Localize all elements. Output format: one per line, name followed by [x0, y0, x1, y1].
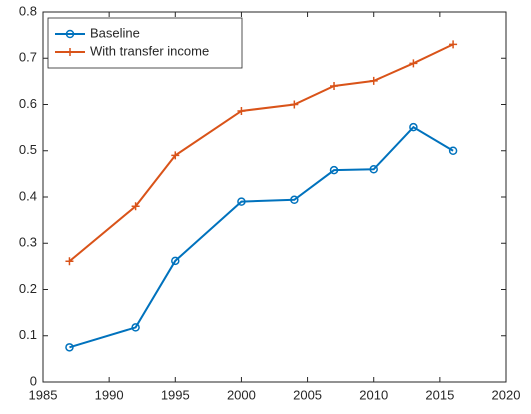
point: [237, 197, 246, 206]
point: [330, 82, 339, 90]
x-tick-label: 1985: [29, 387, 58, 402]
line: [69, 125, 454, 349]
point: [369, 165, 378, 174]
y-tick-label: 0.5: [19, 142, 37, 157]
y-tick-label: 0.3: [19, 235, 37, 250]
x-tick-label: 2000: [227, 387, 256, 402]
legend-marker: [65, 29, 75, 39]
y-tick-label: 0: [30, 373, 37, 388]
point: [409, 59, 418, 68]
legend-label: With transfer income: [90, 43, 209, 58]
x-tick-label: 2005: [293, 387, 322, 402]
point: [290, 195, 299, 205]
x-tick-label: 2015: [425, 387, 454, 402]
point: [131, 323, 140, 332]
x-tick-label: 1990: [95, 387, 124, 402]
legend-box: [47, 17, 243, 69]
x-tick-label: 1995: [161, 387, 190, 402]
point: [237, 106, 246, 115]
point: [369, 76, 378, 85]
y-tick-label: 0.4: [19, 188, 37, 203]
point: [171, 151, 180, 160]
point: [171, 256, 180, 266]
point: [448, 146, 458, 155]
legend-label: Baseline: [90, 25, 140, 40]
y-tick-label: 0.1: [19, 327, 37, 342]
legend-marker: [66, 48, 74, 56]
point: [409, 122, 418, 132]
y-tick-label: 0.7: [19, 50, 37, 65]
point: [329, 165, 339, 175]
point: [449, 40, 458, 49]
point: [131, 202, 140, 211]
x-tick-label: 2010: [359, 387, 388, 402]
point: [65, 343, 74, 352]
y-tick-label: 0.8: [19, 3, 37, 18]
x-tick-label: 2020: [492, 387, 521, 402]
point: [65, 257, 74, 266]
y-tick-label: 0.6: [19, 96, 37, 111]
plot-area: [42, 11, 507, 383]
point: [290, 100, 299, 109]
y-tick-label: 0.2: [19, 281, 37, 296]
